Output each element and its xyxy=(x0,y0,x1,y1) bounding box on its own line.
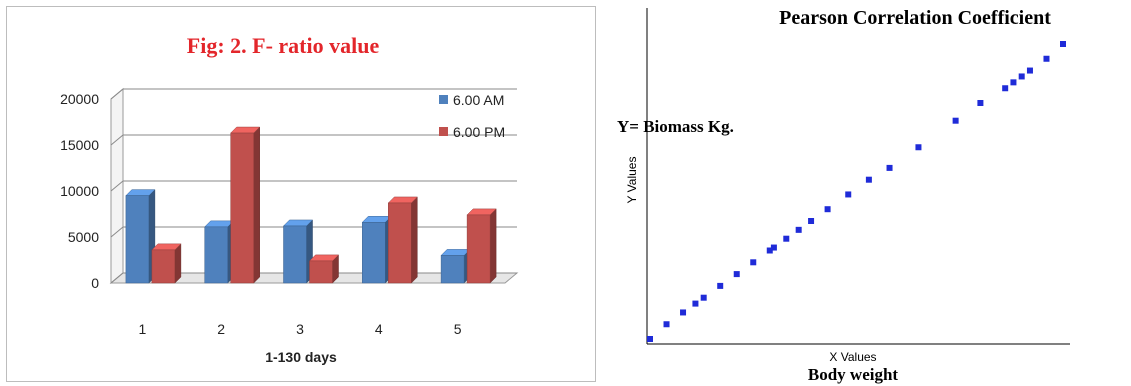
bar-6-00-pm-5 xyxy=(466,214,491,284)
bar-chart: 0 5000 10000 15000 20000 1 2 3 4 5 Fig: 2. F- ra… xyxy=(60,33,519,365)
scatter-point xyxy=(1010,79,1017,86)
scatter-x-annotation: Body weight xyxy=(808,365,899,384)
scatter-point xyxy=(717,282,724,289)
scatter-point xyxy=(700,294,707,301)
scatter-x-axis-label: X Values xyxy=(829,350,876,364)
bar-chart-x-tick-label: 4 xyxy=(375,321,383,337)
bar-chart-gridline-diag xyxy=(110,226,124,238)
scatter-point xyxy=(766,247,773,254)
bar-chart-gridline-diag xyxy=(110,272,124,284)
bar-chart-y-tick-label: 10000 xyxy=(60,183,99,199)
bar-side xyxy=(253,126,260,284)
bar-chart-x-axis-label: 1-130 days xyxy=(265,349,337,365)
bar-6-00-pm-1 xyxy=(151,249,176,284)
bar-chart-x-tick-label: 2 xyxy=(217,321,225,337)
scatter-point xyxy=(795,226,802,233)
bar-6-00-am-2 xyxy=(204,226,228,284)
bar-chart-y-tick-label: 15000 xyxy=(60,137,99,153)
scatter-point xyxy=(647,336,653,342)
scatter-point xyxy=(1018,73,1025,80)
scatter-points xyxy=(647,41,1066,342)
legend-swatch xyxy=(439,127,448,136)
bar-side xyxy=(489,208,497,284)
scatter-chart-panel: Pearson Correlation Coefficient Y Values… xyxy=(600,0,1131,386)
legend-swatch xyxy=(439,95,448,104)
scatter-point xyxy=(845,191,852,198)
bar-chart-y-tick-labels: 0 5000 10000 15000 20000 xyxy=(60,91,99,291)
scatter-chart-title: Pearson Correlation Coefficient xyxy=(779,7,1051,29)
bar-chart-gridline-diag xyxy=(110,88,124,100)
legend-label: 6.00 PM xyxy=(453,124,505,140)
scatter-point xyxy=(1043,55,1050,62)
bar-chart-x-tick-label: 5 xyxy=(454,321,462,337)
scatter-point xyxy=(915,144,922,151)
scatter-point xyxy=(977,100,984,106)
bar-chart-x-tick-label: 1 xyxy=(139,321,147,337)
scatter-point xyxy=(865,176,872,183)
bar-chart-legend: 6.00 AM 6.00 PM xyxy=(439,92,505,140)
bar-side xyxy=(411,196,418,284)
bar-side xyxy=(174,243,182,284)
scatter-point xyxy=(1002,85,1009,92)
bar-chart-x-tick-labels: 1 2 3 4 5 xyxy=(139,321,462,337)
bar-6-00-am-5 xyxy=(440,255,465,284)
scatter-y-axis-label: Y Values xyxy=(625,157,639,204)
bar-6-00-pm-2 xyxy=(230,132,254,284)
scatter-point xyxy=(663,321,670,328)
bar-6-00-am-1 xyxy=(125,195,150,284)
bar-chart-gridline-diag xyxy=(110,180,124,192)
bar-chart-marks xyxy=(125,126,497,284)
bar-chart-y-tick-label: 5000 xyxy=(68,229,99,245)
bar-chart-panel: 0 5000 10000 15000 20000 1 2 3 4 5 Fig: 2. F- ra… xyxy=(6,6,596,382)
scatter-point xyxy=(1026,67,1033,74)
scatter-point xyxy=(680,309,687,316)
scatter-point xyxy=(952,117,959,124)
bar-6-00-am-4 xyxy=(362,222,386,284)
scatter-point xyxy=(886,164,893,171)
scatter-point xyxy=(733,271,740,278)
scatter-chart: Pearson Correlation Coefficient Y Values… xyxy=(617,7,1070,384)
legend-label: 6.00 AM xyxy=(453,92,504,108)
scatter-point xyxy=(1060,41,1066,47)
bar-chart-gridline-diag xyxy=(110,134,124,146)
bar-chart-x-tick-label: 3 xyxy=(296,321,304,337)
scatter-point xyxy=(750,259,757,266)
scatter-point xyxy=(783,235,790,242)
bar-chart-title: Fig: 2. F- ratio value xyxy=(187,33,380,58)
bar-6-00-am-3 xyxy=(283,225,307,284)
scatter-point xyxy=(808,218,815,224)
scatter-point xyxy=(824,206,831,213)
scatter-point xyxy=(770,244,777,251)
bar-6-00-pm-3 xyxy=(309,260,333,284)
bar-chart-y-tick-label: 0 xyxy=(91,275,99,291)
scatter-y-annotation: Y= Biomass Kg. xyxy=(617,117,734,136)
bar-chart-y-tick-label: 20000 xyxy=(60,91,99,107)
scatter-point xyxy=(692,300,699,307)
bar-6-00-pm-4 xyxy=(388,202,412,284)
